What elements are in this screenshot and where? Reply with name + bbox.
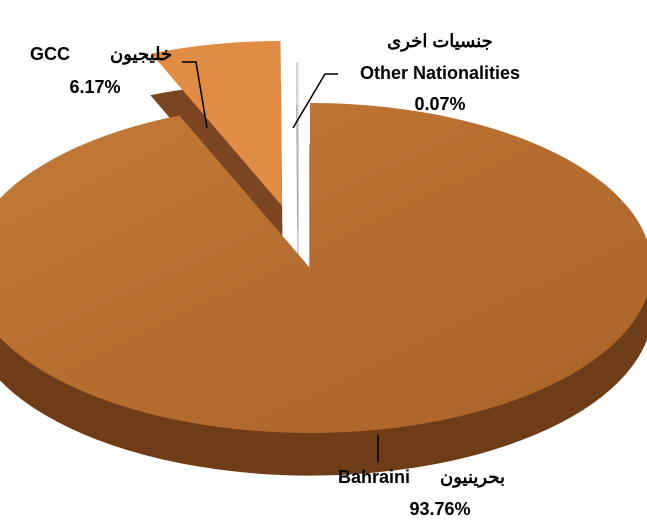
category-label-ar: بحرينيون xyxy=(440,467,505,488)
category-label-ar: خليجيون xyxy=(110,44,172,65)
category-label-ar: جنسيات اخرى xyxy=(387,31,493,52)
value-label: 93.76% xyxy=(409,499,470,519)
pie-slice xyxy=(151,41,282,207)
category-label: GCC xyxy=(30,44,70,64)
pie-slice-side xyxy=(0,295,647,475)
leader-line xyxy=(292,73,338,129)
value-label: 0.07% xyxy=(414,94,465,114)
value-label: 6.17% xyxy=(69,77,120,97)
pie-slice xyxy=(296,62,299,229)
category-label: Other Nationalities xyxy=(360,63,520,83)
pie xyxy=(0,41,647,476)
category-label: Bahraini xyxy=(338,467,410,487)
labels: Bahraini بحرينيون 93.76% GCC خليجيون 6.17% Oth… xyxy=(30,31,520,519)
pie-slice xyxy=(0,103,647,433)
leader-line xyxy=(182,61,208,129)
